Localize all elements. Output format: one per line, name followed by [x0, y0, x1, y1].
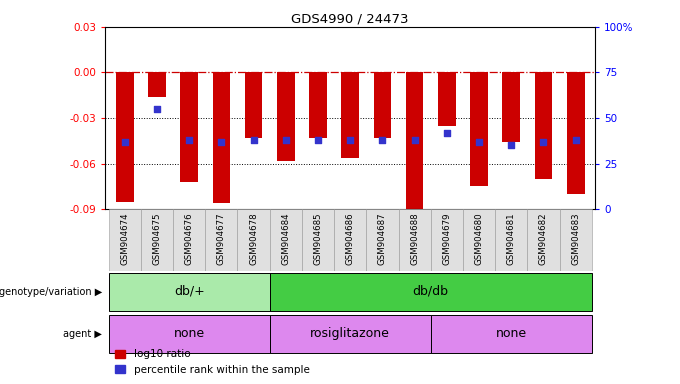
- Text: GSM904677: GSM904677: [217, 212, 226, 265]
- Text: GSM904678: GSM904678: [249, 212, 258, 265]
- Bar: [406, 73, 424, 209]
- Text: db/db: db/db: [413, 285, 449, 298]
- Text: none: none: [496, 327, 527, 340]
- Bar: [534, 73, 552, 179]
- Bar: [470, 73, 488, 187]
- Bar: [109, 315, 270, 353]
- Bar: [367, 209, 398, 271]
- Text: GSM904676: GSM904676: [185, 212, 194, 265]
- Point: [377, 137, 388, 143]
- Text: GSM904680: GSM904680: [475, 212, 483, 265]
- Bar: [398, 209, 430, 271]
- Bar: [463, 209, 495, 271]
- Point: [280, 137, 291, 143]
- Point: [538, 139, 549, 145]
- Bar: [334, 209, 367, 271]
- Point: [345, 137, 356, 143]
- Point: [119, 139, 130, 145]
- Bar: [528, 209, 560, 271]
- Bar: [270, 209, 302, 271]
- Bar: [503, 73, 520, 142]
- Bar: [567, 73, 585, 194]
- Bar: [237, 209, 270, 271]
- Bar: [270, 273, 592, 311]
- Point: [441, 130, 452, 136]
- Point: [409, 137, 420, 143]
- Bar: [173, 209, 205, 271]
- Bar: [495, 209, 528, 271]
- Bar: [270, 315, 430, 353]
- Point: [152, 106, 163, 112]
- Bar: [116, 73, 133, 202]
- Text: GSM904686: GSM904686: [345, 212, 355, 265]
- Text: genotype/variation ▶: genotype/variation ▶: [0, 287, 102, 297]
- Point: [473, 139, 484, 145]
- Text: GSM904685: GSM904685: [313, 212, 322, 265]
- Title: GDS4990 / 24473: GDS4990 / 24473: [292, 13, 409, 26]
- Bar: [245, 73, 262, 138]
- Text: GSM904688: GSM904688: [410, 212, 419, 265]
- Text: agent ▶: agent ▶: [63, 329, 102, 339]
- Point: [571, 137, 581, 143]
- Point: [248, 137, 259, 143]
- Bar: [212, 73, 231, 203]
- Bar: [302, 209, 334, 271]
- Bar: [141, 209, 173, 271]
- Bar: [341, 73, 359, 157]
- Text: GSM904679: GSM904679: [442, 212, 452, 265]
- Bar: [205, 209, 237, 271]
- Bar: [430, 209, 463, 271]
- Bar: [148, 73, 166, 97]
- Text: GSM904683: GSM904683: [571, 212, 580, 265]
- Text: GSM904674: GSM904674: [120, 212, 129, 265]
- Bar: [430, 315, 592, 353]
- Text: db/+: db/+: [174, 285, 205, 298]
- Text: GSM904687: GSM904687: [378, 212, 387, 265]
- Text: none: none: [173, 327, 205, 340]
- Bar: [438, 73, 456, 126]
- Bar: [277, 73, 294, 161]
- Text: GSM904684: GSM904684: [282, 212, 290, 265]
- Bar: [109, 273, 270, 311]
- Bar: [560, 209, 592, 271]
- Legend: log10 ratio, percentile rank within the sample: log10 ratio, percentile rank within the …: [111, 345, 313, 379]
- Point: [216, 139, 227, 145]
- Point: [506, 142, 517, 149]
- Point: [184, 137, 194, 143]
- Bar: [309, 73, 327, 138]
- Bar: [180, 73, 198, 182]
- Text: GSM904682: GSM904682: [539, 212, 548, 265]
- Bar: [373, 73, 391, 138]
- Point: [313, 137, 324, 143]
- Bar: [109, 209, 141, 271]
- Text: GSM904675: GSM904675: [152, 212, 161, 265]
- Text: rosiglitazone: rosiglitazone: [310, 327, 390, 340]
- Text: GSM904681: GSM904681: [507, 212, 515, 265]
